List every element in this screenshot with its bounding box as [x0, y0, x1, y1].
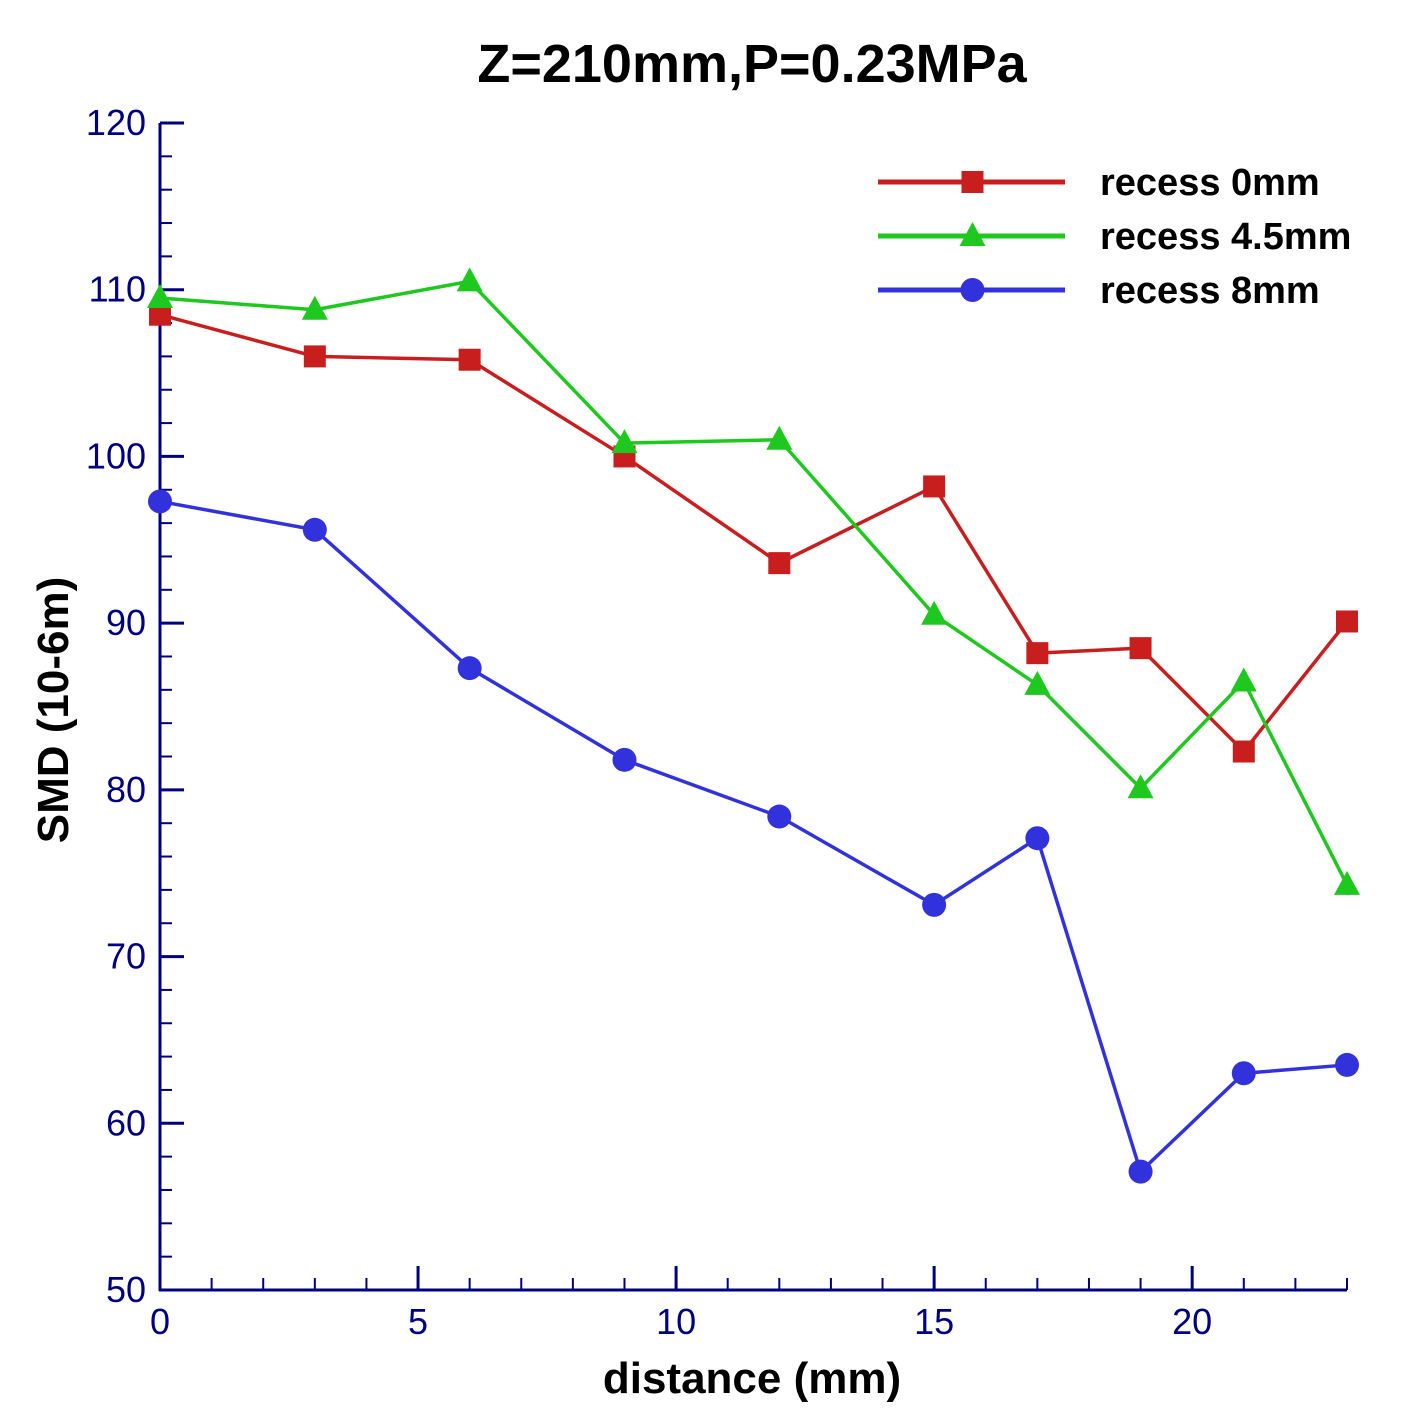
data-point-recess-8mm — [1025, 826, 1050, 851]
data-point-recess-4-5mm — [611, 429, 638, 454]
data-point-recess-4-5mm — [921, 600, 948, 625]
data-point-recess-4-5mm — [147, 284, 173, 309]
data-point-recess-8mm — [148, 489, 172, 514]
legend-marker-recess-8mm — [960, 278, 985, 302]
data-point-recess-4-5mm — [766, 425, 793, 450]
series-recess-0mm — [149, 303, 1358, 763]
data-point-recess-8mm — [457, 656, 482, 681]
y-tick-label: 60 — [106, 1102, 146, 1143]
data-point-recess-0mm — [458, 348, 481, 371]
data-point-recess-8mm — [1231, 1061, 1256, 1086]
data-point-recess-0mm — [149, 303, 171, 326]
data-point-recess-0mm — [1026, 642, 1049, 665]
x-tick-label: 5 — [408, 1301, 428, 1342]
data-point-recess-8mm — [922, 892, 947, 917]
x-tick-label: 15 — [914, 1301, 954, 1342]
data-point-recess-8mm — [1335, 1052, 1359, 1077]
y-tick-label: 90 — [106, 602, 146, 643]
y-tick-label: 70 — [106, 936, 146, 977]
data-point-recess-4-5mm — [1024, 670, 1051, 695]
data-point-recess-4-5mm — [456, 267, 483, 292]
legend-label-recess-0mm: recess 0mm — [1100, 162, 1320, 204]
legend-marker-recess-0mm — [961, 171, 984, 193]
data-point-recess-8mm — [612, 747, 637, 772]
data-point-recess-0mm — [303, 345, 326, 368]
data-point-recess-4-5mm — [1127, 774, 1154, 799]
series-line-recess-4-5mm — [159, 279, 1349, 886]
data-point-recess-8mm — [767, 804, 792, 829]
x-tick-label: 0 — [150, 1301, 170, 1342]
legend-label-recess-4-5mm: recess 4.5mm — [1100, 216, 1351, 258]
series-line-recess-8mm — [159, 499, 1348, 1174]
data-point-recess-0mm — [923, 475, 946, 498]
legend: recess 0mm recess 4.5mm recess 8mm — [878, 162, 1351, 312]
series-line-recess-0mm — [159, 313, 1349, 754]
legend-item-recess-0mm: recess 0mm — [878, 162, 1320, 204]
legend-item-recess-8mm: recess 8mm — [878, 270, 1320, 312]
data-point-recess-4-5mm — [1230, 667, 1257, 692]
data-point-recess-0mm — [1129, 637, 1152, 660]
data-point-recess-4-5mm — [1334, 870, 1360, 895]
data-point-recess-8mm — [1128, 1159, 1153, 1184]
data-point-recess-0mm — [768, 552, 791, 575]
chart-title: Z=210mm,P=0.23MPa — [477, 34, 1027, 94]
y-tick-label: 80 — [106, 769, 146, 810]
data-point-recess-0mm — [1232, 740, 1255, 763]
x-axis-label: distance (mm) — [603, 1354, 901, 1403]
x-tick-label: 20 — [1172, 1301, 1212, 1342]
data-point-recess-8mm — [302, 517, 327, 542]
data-point-recess-4-5mm — [301, 295, 328, 320]
y-tick-label: 50 — [106, 1269, 146, 1310]
y-tick-label: 100 — [86, 435, 146, 476]
legend-marker-recess-4-5mm — [959, 222, 986, 246]
series-layer — [147, 267, 1360, 1184]
legend-item-recess-4-5mm: recess 4.5mm — [878, 216, 1351, 258]
series-recess-4-5mm — [147, 267, 1360, 895]
legend-label-recess-8mm: recess 8mm — [1100, 270, 1320, 312]
y-tick-label: 120 — [86, 102, 146, 143]
series-recess-8mm — [148, 489, 1359, 1184]
y-tick-label: 110 — [89, 269, 146, 310]
y-axis-label: SMD (10-6m) — [29, 577, 78, 844]
axes: 50 60 70 80 90 100 110 120 0 5 10 15 20 — [86, 102, 1348, 1342]
x-tick-label: 10 — [656, 1301, 696, 1342]
data-point-recess-0mm — [1336, 610, 1358, 633]
